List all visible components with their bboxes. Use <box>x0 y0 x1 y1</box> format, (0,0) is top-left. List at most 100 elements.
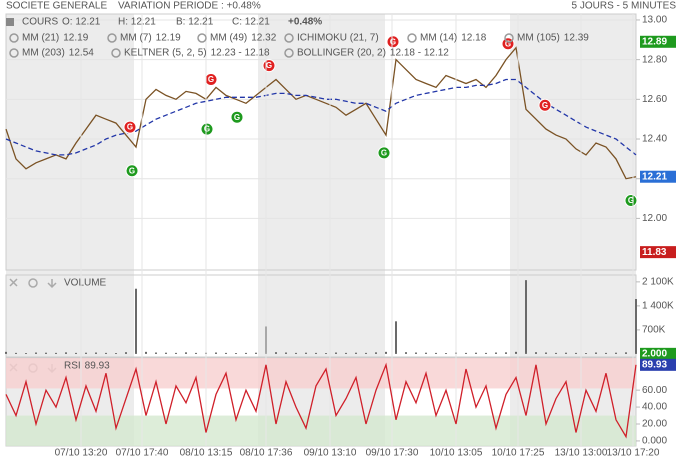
close-icon[interactable] <box>9 278 18 287</box>
value-badge-label: 11.83 <box>642 247 667 258</box>
indicator-name: MM (105) <box>517 33 560 44</box>
settings-icon[interactable] <box>28 278 38 288</box>
period-setting: 5 JOURS - 5 MINUTES <box>572 1 677 12</box>
signal-label: G <box>208 75 214 84</box>
zone <box>6 415 636 446</box>
volume-bar <box>185 352 187 354</box>
panel-title: VOLUME <box>64 278 107 289</box>
period-variation: VARIATION PERIODE : +0.48% <box>118 1 261 12</box>
volume-bar <box>315 352 317 354</box>
signal-label: G <box>234 113 240 122</box>
volume-bar <box>195 352 197 354</box>
volume-bar <box>145 351 147 354</box>
volume-bar <box>465 352 467 354</box>
volume-bar <box>525 280 527 354</box>
signal-marker <box>123 120 137 134</box>
quote-field: B: 12.21 <box>176 17 214 28</box>
quote-icon <box>6 18 14 26</box>
volume-bar <box>405 352 407 354</box>
indicator-value: 12.18 <box>461 33 486 44</box>
indicator-icon <box>504 33 514 43</box>
signal-label: G <box>505 39 511 48</box>
indicator-value: 12.23 - 12.18 <box>211 48 270 59</box>
volume-bar <box>535 352 537 354</box>
volume-bar <box>45 352 47 354</box>
instrument-title: SOCIETE GENERALE <box>6 1 107 12</box>
volume-bar <box>485 352 487 354</box>
volume-bar <box>275 352 277 354</box>
indicator-icon <box>111 48 121 58</box>
volume-bar <box>335 352 337 354</box>
volume-bar <box>375 352 377 354</box>
volume-bar <box>575 352 577 354</box>
zone <box>6 358 636 389</box>
volume-bar <box>505 352 507 354</box>
y-tick-label: 40.00 <box>642 402 667 413</box>
indicator-value: 12.39 <box>564 33 589 44</box>
volume-bar <box>215 352 217 354</box>
indicator-icon <box>9 48 19 58</box>
signal-marker <box>377 146 391 160</box>
volume-bar <box>125 352 127 354</box>
x-tick-label: 13/10 13:00 <box>555 448 608 459</box>
volume-bar <box>565 352 567 354</box>
signal-marker <box>538 98 552 112</box>
signal-marker <box>386 35 400 49</box>
panel-title: RSI <box>64 361 81 372</box>
volume-bar <box>495 352 497 354</box>
quote-field: C: 12.21 <box>232 17 270 28</box>
x-tick-label: 09/10 13:10 <box>304 448 357 459</box>
volume-bar <box>625 352 627 354</box>
x-tick-label: 08/10 13:15 <box>180 448 233 459</box>
indicator-value: 12.19 <box>63 33 88 44</box>
volume-bar <box>225 352 227 354</box>
move-icon[interactable] <box>47 279 57 289</box>
volume-bar <box>155 352 157 354</box>
volume-bar <box>395 321 397 354</box>
signal-label: G <box>542 101 548 110</box>
volume-bar <box>115 353 117 354</box>
x-tick-label: 10/10 17:25 <box>492 448 545 459</box>
volume-bar <box>385 351 387 354</box>
volume-bar <box>515 351 517 354</box>
indicator-icon <box>197 33 207 43</box>
signal-label: G <box>204 125 210 134</box>
signal-label: G <box>381 149 387 158</box>
volume-bar <box>135 288 137 354</box>
value-badge <box>640 358 676 371</box>
volume-bar <box>295 352 297 354</box>
volume-bar <box>75 352 77 354</box>
volume-bar <box>65 352 67 354</box>
value-badge-label: 12.89 <box>642 36 667 47</box>
y-tick-label: 2 100K <box>642 277 674 288</box>
quote-field: H: 12.21 <box>118 17 156 28</box>
signal-label: G <box>628 196 634 205</box>
indicator-name: BOLLINGER (20, 2) <box>297 48 386 59</box>
volume-bar <box>615 352 617 354</box>
volume-bar <box>35 352 37 354</box>
indicator-icon <box>407 33 417 43</box>
indicator-name: MM (7) <box>120 33 152 44</box>
y-tick-label: 60.00 <box>642 385 667 396</box>
signal-marker <box>230 110 244 124</box>
signal-label: G <box>266 61 272 70</box>
signal-marker <box>200 122 214 136</box>
indicator-name: MM (203) <box>22 48 65 59</box>
y-tick-label: 0.000 <box>642 436 667 447</box>
volume-bar <box>365 352 367 354</box>
rsi-current-value: 89.93 <box>85 361 110 372</box>
value-badge <box>640 347 676 360</box>
x-tick-label: 08/10 17:36 <box>240 448 293 459</box>
value-badge-label: 12.21 <box>642 171 667 182</box>
volume-bar <box>175 352 177 354</box>
volume-bar <box>595 352 597 354</box>
volume-bar <box>165 352 167 354</box>
x-tick-label: 10/10 13:05 <box>430 448 483 459</box>
y-tick-label: 12.40 <box>642 134 667 145</box>
quote-change: +0.48% <box>288 17 322 28</box>
signal-label: G <box>390 37 396 46</box>
volume-bar <box>95 352 97 354</box>
volume-bar <box>605 352 607 354</box>
quote-field: O: 12.21 <box>62 17 101 28</box>
